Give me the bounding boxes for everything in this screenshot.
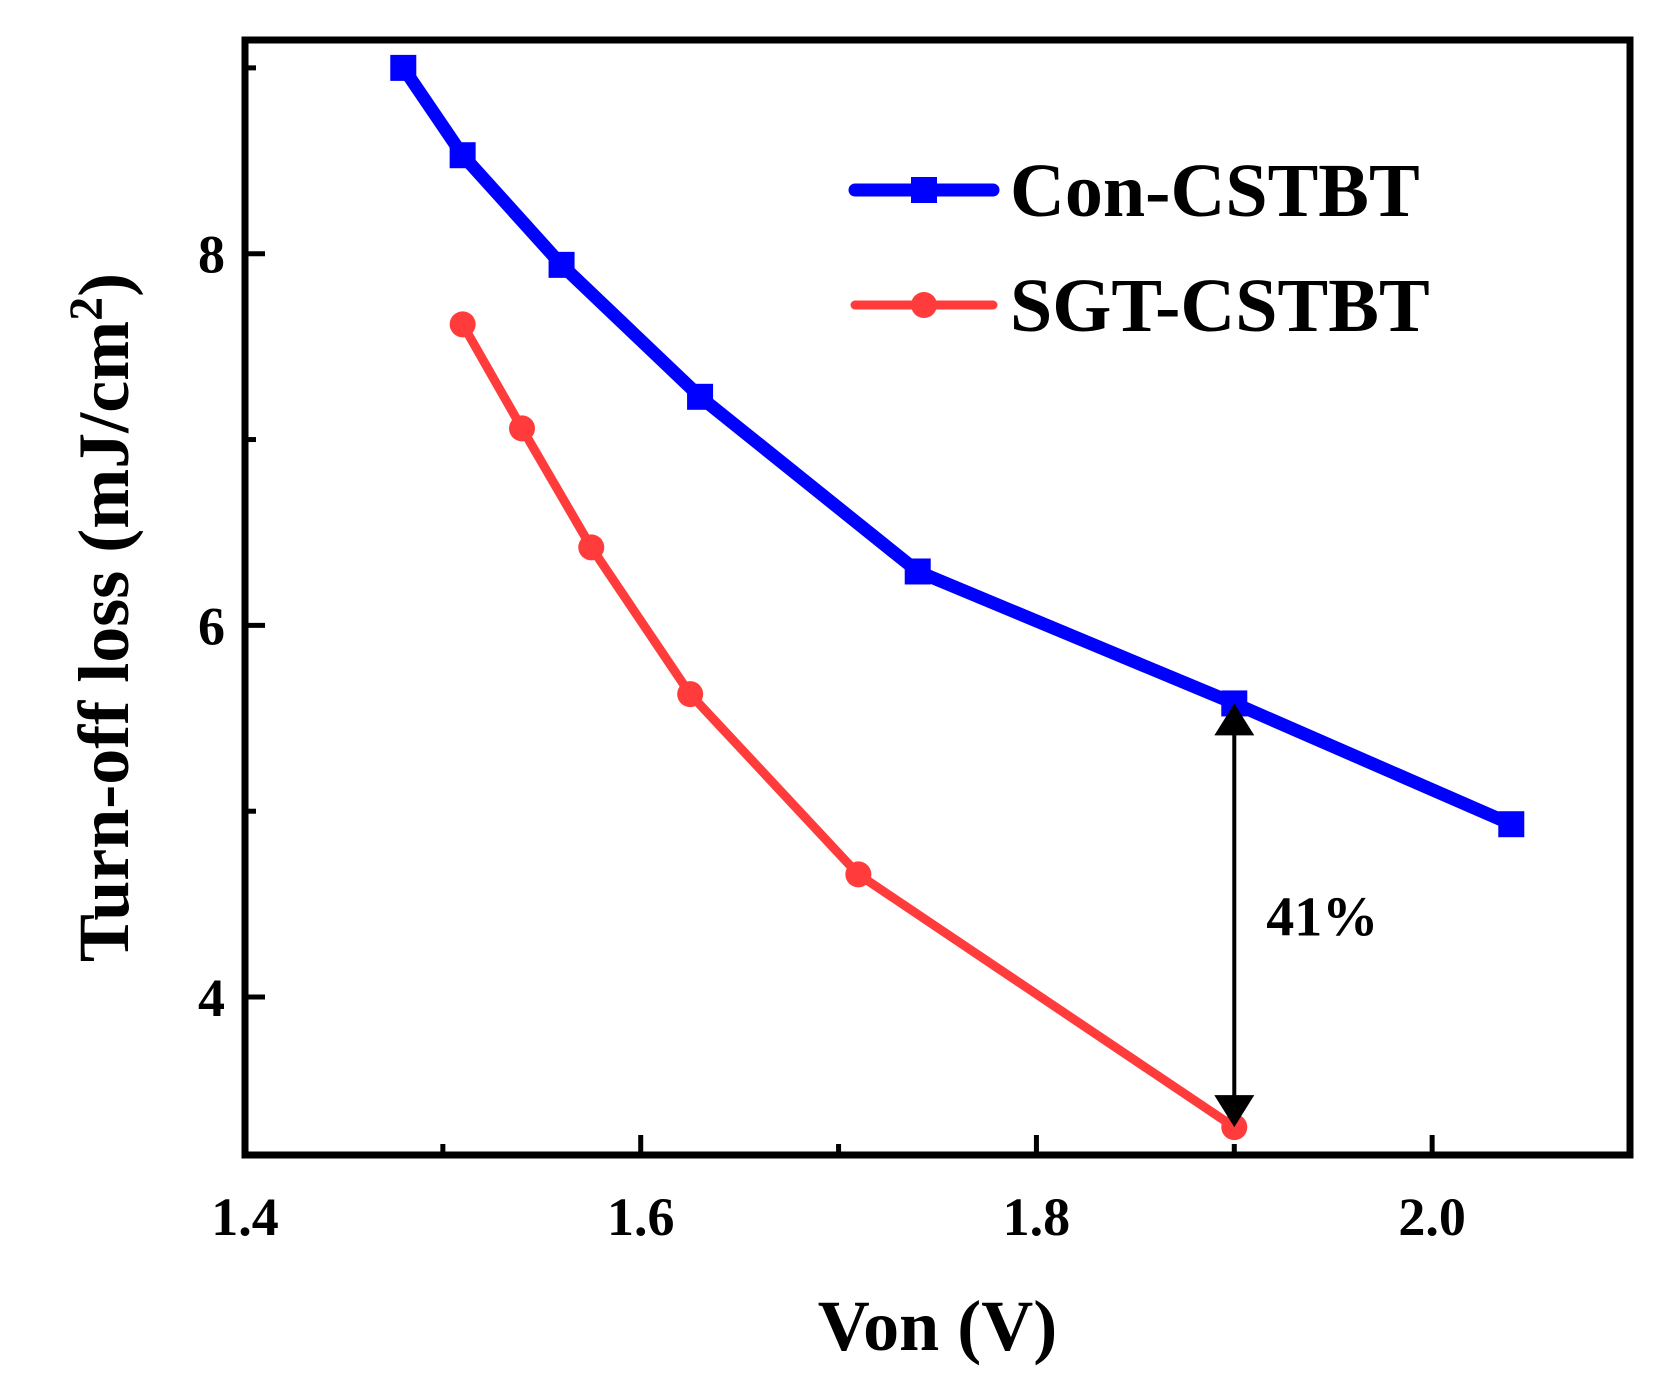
data-point-square [548, 251, 575, 278]
y-tick-label: 8 [198, 225, 225, 285]
data-point-square [687, 383, 714, 410]
data-point-square [449, 142, 476, 169]
annotation-label: 41% [1266, 886, 1378, 948]
legend-marker-circle [911, 292, 937, 318]
x-tick-label: 1.6 [607, 1187, 675, 1247]
x-axis-title: Von (V) [818, 1286, 1057, 1366]
data-point-circle [578, 534, 605, 561]
y-axis-title: Turn-off loss (mJ/cm2) [60, 273, 145, 962]
y-axis-title-superscript: 2 [60, 297, 113, 321]
y-tick-label: 6 [198, 596, 225, 656]
x-axis-ticks: 1.4 1.6 1.8 2.0 [211, 1135, 1466, 1247]
data-point-circle [449, 311, 476, 338]
legend-label: SGT-CSTBT [1010, 264, 1430, 348]
y-axis-title-main: Turn-off loss (mJ/cm [64, 321, 144, 962]
legend-marker-square [911, 177, 937, 203]
annotation-group: 41% [1214, 703, 1378, 1128]
series-line-sgt-cstbt [458, 319, 1239, 1132]
y-tick-label: 4 [198, 968, 225, 1028]
x-tick-label: 1.4 [211, 1187, 279, 1247]
data-point-square [1498, 811, 1525, 838]
x-tick-label: 2.0 [1398, 1187, 1466, 1247]
y-axis-title-close: ) [64, 273, 144, 297]
y-axis-ticks: 4 6 8 [198, 65, 265, 1028]
legend-label: Con-CSTBT [1010, 149, 1420, 233]
legend: Con-CSTBT SGT-CSTBT [848, 149, 1430, 348]
data-point-circle [509, 415, 535, 442]
data-point-circle [677, 681, 704, 708]
plot-frame [241, 36, 1634, 1159]
data-point-square [390, 54, 417, 81]
data-point-circle [845, 861, 872, 888]
data-point-square [904, 558, 931, 585]
x-tick-label: 1.8 [1003, 1187, 1071, 1247]
